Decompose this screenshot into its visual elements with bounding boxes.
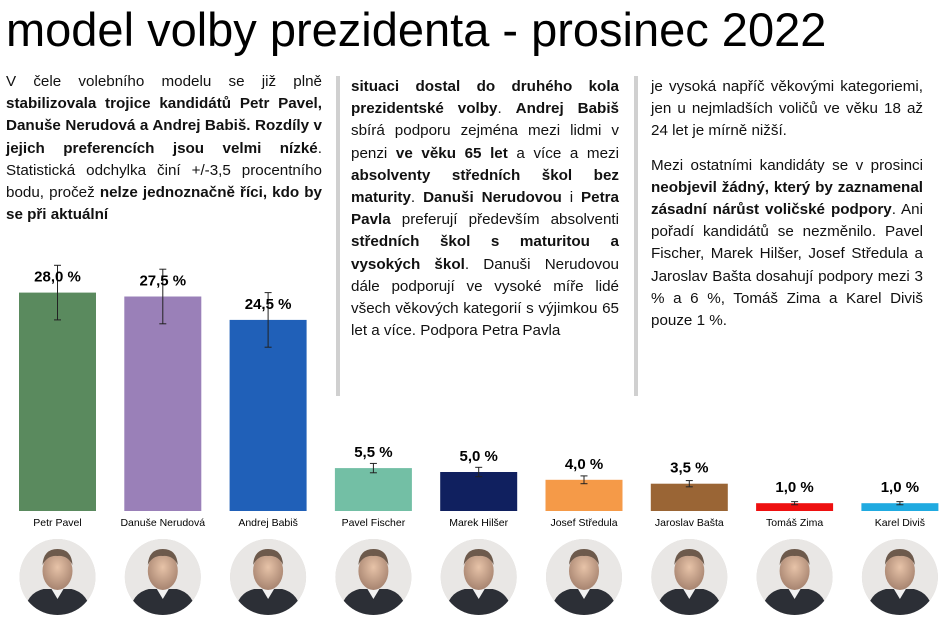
text-column-3: je vysoká napříč věkovými kategoriemi, j…: [651, 76, 923, 332]
value-label: 27,5 %: [139, 273, 186, 290]
body-text: .: [410, 189, 424, 207]
portrait-icon: [440, 539, 517, 615]
error-bar: [54, 264, 61, 321]
category-label: Tomáš Zima: [766, 517, 823, 529]
bar: [229, 319, 307, 511]
body-text: Mezi ostatními kandidáty se v prosinci: [651, 156, 923, 174]
text-column-1: V čele volebního modelu se již plně stab…: [6, 71, 322, 226]
text-column-2: situaci dostal do druhého kola prezident…: [351, 76, 619, 342]
value-label: 1,0 %: [881, 479, 919, 496]
category-label: Petr Pavel: [33, 517, 81, 529]
body-text: a více a mezi: [507, 144, 619, 162]
bar: [861, 503, 939, 511]
error-bar: [159, 268, 167, 325]
value-label: 24,5 %: [245, 296, 292, 313]
column-divider: [634, 76, 638, 396]
page-title: model volby prezidenta - prosinec 2022: [6, 3, 827, 56]
portrait-icon: [756, 539, 833, 615]
portrait-icon: [124, 539, 201, 615]
highlight-text: nelze jednoznačně říci, kdo by se při ak…: [6, 184, 322, 224]
value-label: 5,0 %: [460, 448, 498, 465]
value-label: 4,0 %: [565, 456, 603, 473]
body-text: . Danuši Nerudovou dále podporují ve vys…: [351, 255, 620, 340]
value-label: 1,0 %: [775, 479, 813, 496]
category-label: Pavel Fischer: [342, 517, 406, 529]
bar: [19, 292, 96, 511]
error-bar: [264, 292, 272, 348]
error-bar: [896, 501, 904, 506]
highlight-text: Petra Pavla: [351, 189, 619, 229]
portrait-icon: [651, 539, 728, 615]
paragraph-other-candidates: Mezi ostatními kandidáty se v prosinci n…: [651, 155, 923, 333]
bar: [756, 503, 834, 511]
portrait-icon: [335, 539, 412, 615]
body-text: preferují především absolventi: [390, 211, 619, 229]
highlight-text: stabilizovala trojice kandidátů Petr Pav…: [6, 95, 322, 157]
portrait-icon: [861, 539, 938, 615]
body-text: .: [497, 100, 516, 118]
error-bar: [685, 480, 693, 488]
highlight-text: středních škol s maturitou a vysokých šk…: [351, 233, 619, 273]
value-label: 28,0 %: [34, 269, 81, 286]
body-text: . Statistická odchylka činí +/-3,5 proce…: [6, 139, 322, 202]
bar: [545, 479, 623, 511]
error-bar: [580, 475, 588, 485]
bar: [440, 472, 518, 511]
category-label: Jaroslav Bašta: [655, 517, 724, 529]
value-label: 5,5 %: [354, 444, 392, 461]
body-text: V čele volebního modelu se již plně: [6, 73, 322, 90]
category-label: Andrej Babiš: [238, 517, 298, 529]
column-divider: [336, 76, 340, 396]
value-label: 3,5 %: [670, 460, 708, 477]
highlight-text: Andrej Babiš: [515, 100, 619, 118]
highlight-text: ve věku 65 let: [395, 144, 508, 162]
category-label: Danuše Nerudová: [120, 517, 205, 529]
error-bar: [791, 501, 799, 506]
error-bar: [475, 466, 483, 478]
category-label: Karel Diviš: [875, 517, 925, 529]
body-text: . Ani pořadí kandidátů se nezměnilo. Pav…: [651, 201, 923, 330]
bar: [650, 483, 728, 511]
body-text: i: [561, 189, 581, 207]
body-text: sbírá podporu zejména mezi lidmi v penzi: [351, 122, 619, 162]
highlight-text: absolventy středních škol bez maturity: [351, 166, 619, 207]
portrait-icon: [230, 539, 307, 615]
highlight-text: Danuši Nerudovou: [423, 189, 562, 207]
error-bar: [369, 462, 377, 474]
body-text: je vysoká napříč věkovými kategoriemi, j…: [651, 78, 923, 140]
bar: [124, 296, 202, 511]
category-label: Marek Hilšer: [449, 517, 508, 529]
highlight-text: neobjevil žádný, který by zaznamenal zás…: [651, 178, 923, 219]
portrait-icon: [19, 539, 96, 615]
paragraph-age-support: je vysoká napříč věkovými kategoriemi, j…: [651, 76, 923, 143]
portrait-icon: [546, 539, 622, 615]
category-label: Josef Středula: [550, 517, 617, 529]
bar: [334, 468, 412, 511]
highlight-text: situaci dostal do druhého kola prezident…: [351, 78, 619, 118]
